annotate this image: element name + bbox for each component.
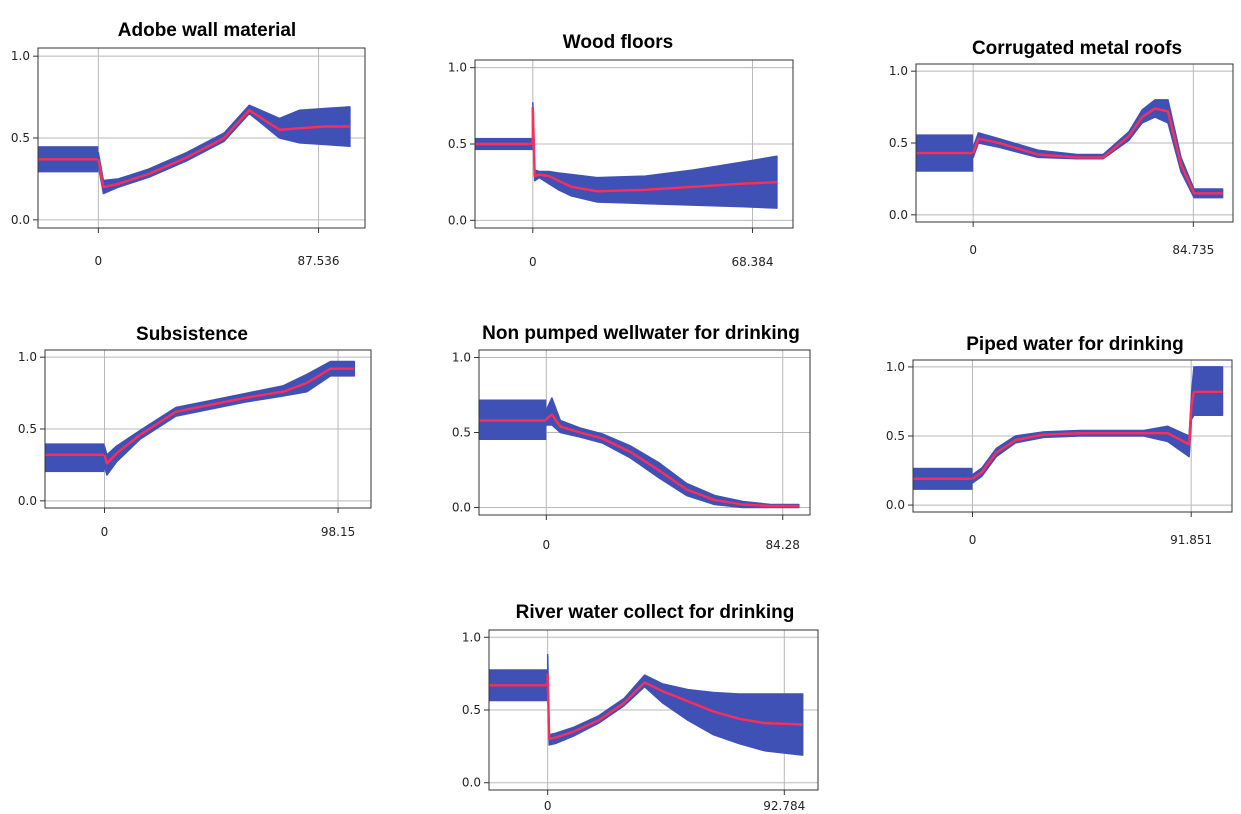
chart-panel-f: Piped water for drinkingf0.00.51.0091.85… [886,334,1233,547]
data-layer [489,653,804,756]
chart-title: Non pumped wellwater for drinking [482,323,800,344]
mean-response-line [531,107,777,193]
chart-title: Wood floors [563,32,673,53]
y-tick-label: 0.5 [11,131,30,145]
y-tick-label: 1.0 [889,64,908,78]
confidence-band [532,102,778,209]
x-tick-label: 0 [95,254,103,268]
mean-response-line [972,107,1223,195]
chart-title: River water collect for drinking [516,602,795,623]
y-tick-label: 0.5 [448,137,467,151]
confidence-band [971,366,1224,484]
mean-response-line [97,108,350,189]
plot-frame [37,47,366,229]
data-layer [45,360,356,476]
plot-frame [912,359,1233,513]
confidence-band [97,104,351,195]
baseline-interval [45,443,105,473]
panels-container: Adobe wall materiala0.00.51.0087.536Wood… [11,20,1234,813]
x-tick-label: 87.536 [298,254,340,268]
y-tick-label: 0.0 [886,498,905,512]
y-tick-label: 1.0 [11,49,30,63]
x-tick-label: 84.28 [766,538,800,552]
y-tick-label: 0.0 [889,208,908,222]
plot-frame [44,349,372,509]
x-tick-label: 92.784 [763,799,805,813]
confidence-band [546,653,804,756]
data-layer [475,102,778,209]
y-tick-label: 0.5 [889,136,908,150]
y-tick-label: 0.5 [18,422,37,436]
y-tick-label: 1.0 [452,351,471,365]
data-layer [38,104,351,195]
plot-frame [474,59,794,229]
plot-frame [488,629,819,791]
data-layer [916,99,1224,199]
chart-title: Adobe wall material [118,20,296,41]
y-tick-label: 0.0 [448,213,467,227]
plot-frame [478,349,811,516]
x-tick-label: 0 [101,525,109,539]
mean-response-line [545,413,799,508]
mean-response-line [971,390,1223,480]
x-tick-label: 0 [969,243,977,257]
x-tick-label: 84.735 [1172,243,1214,257]
y-tick-label: 1.0 [18,350,37,364]
y-tick-label: 0.5 [886,429,905,443]
x-tick-label: 0 [544,799,552,813]
confidence-band [972,99,1224,199]
data-layer [913,366,1224,490]
y-tick-label: 1.0 [462,630,481,644]
y-tick-label: 0.0 [18,494,37,508]
y-tick-label: 0.5 [462,703,481,717]
x-tick-label: 0 [529,255,537,269]
y-tick-label: 0.0 [11,213,30,227]
x-tick-label: 0 [543,538,551,552]
mean-response-line [103,367,355,465]
y-tick-label: 0.5 [452,426,471,440]
chart-panel-e: Non pumped wellwater for drinkinge0.00.5… [452,323,811,552]
x-tick-label: 98.15 [321,525,355,539]
chart-title: Subsistence [136,324,248,345]
confidence-band [545,397,800,509]
x-tick-label: 68.384 [731,255,773,269]
mean-response-line [546,673,803,741]
y-tick-label: 1.0 [448,61,467,75]
x-tick-label: 91.851 [1170,533,1212,547]
plot-frame [915,63,1234,223]
y-tick-label: 0.0 [452,501,471,515]
x-tick-label: 0 [969,533,977,547]
chart-panel-g: River water collect for drinkingg0.00.51… [462,602,819,813]
chart-title: Piped water for drinking [966,334,1183,355]
chart-title: Corrugated metal roofs [972,38,1182,59]
y-tick-label: 0.0 [462,776,481,790]
data-layer [479,397,800,509]
confidence-band [103,360,356,476]
y-tick-label: 1.0 [886,360,905,374]
